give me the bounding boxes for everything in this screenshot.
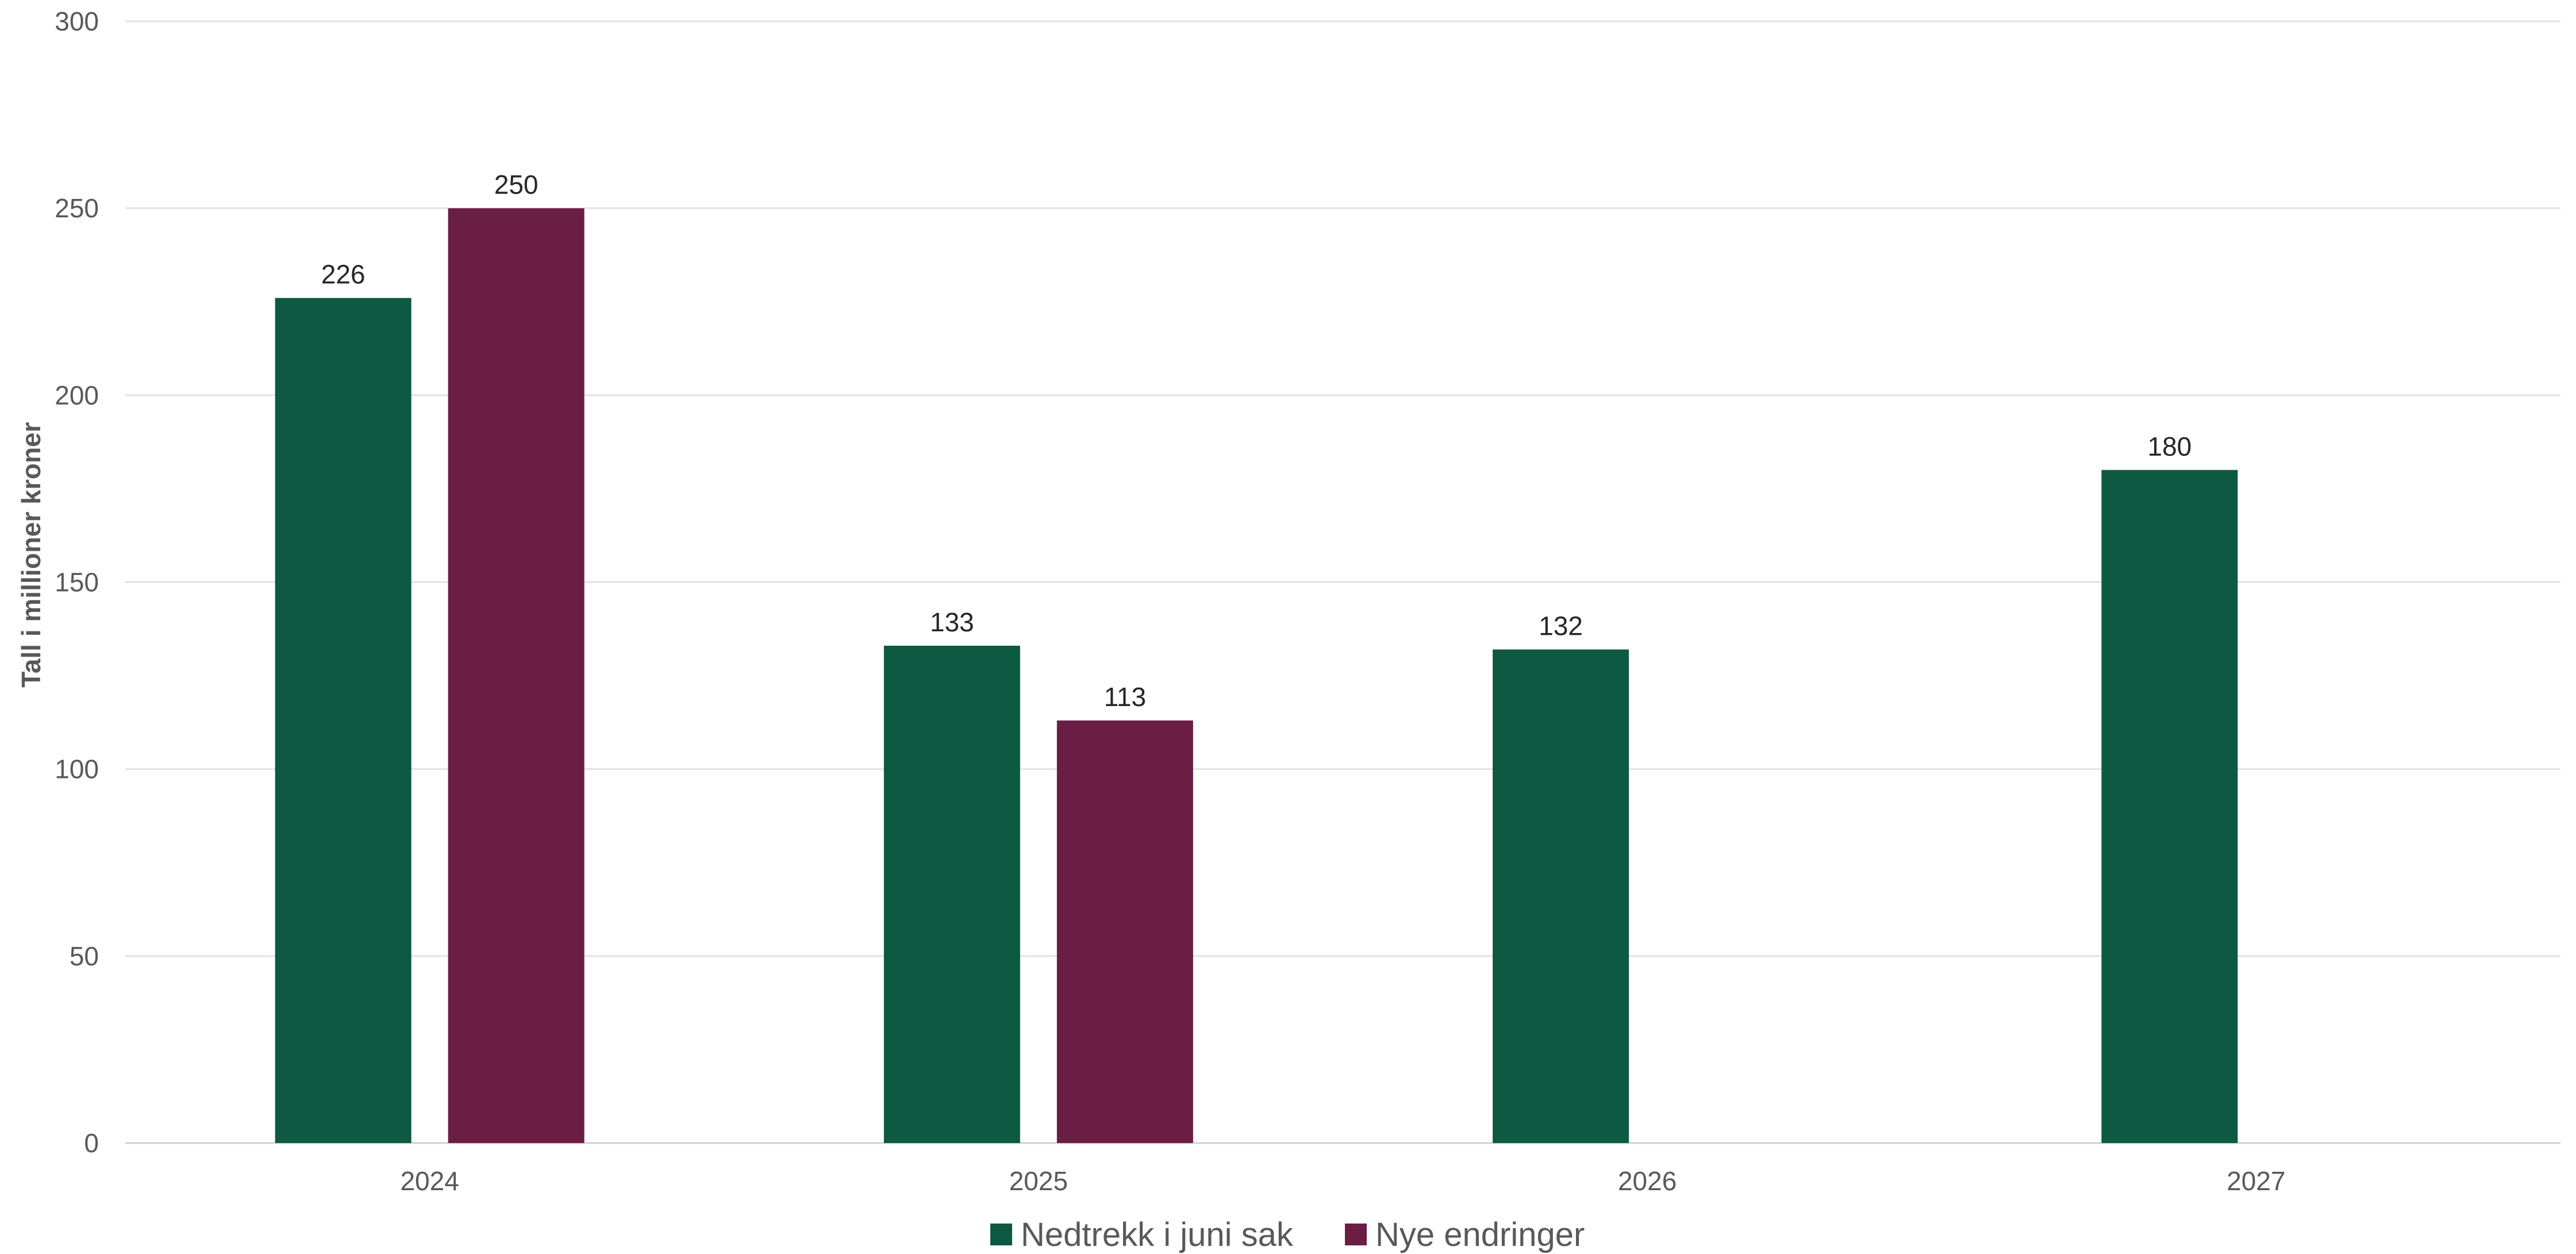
bar	[883, 646, 1020, 1143]
x-tick-label: 2027	[2227, 1166, 2285, 1196]
x-tick-label: 2024	[400, 1166, 459, 1196]
data-label: 133	[930, 607, 974, 637]
bar	[1056, 720, 1193, 1143]
y-tick-label: 50	[70, 941, 99, 971]
bar	[448, 208, 585, 1144]
legend: Nedtrekk i juni sak Nye endringer	[990, 1216, 1585, 1253]
y-axis-label: Tall i millioner kroner	[16, 422, 46, 688]
x-tick-label: 2025	[1009, 1166, 1068, 1196]
bars	[275, 208, 2238, 1144]
x-axis-ticks: 2024 2025 2026 2027	[400, 1166, 2285, 1196]
data-label: 250	[494, 170, 539, 200]
y-tick-label: 250	[55, 193, 99, 223]
y-tick-label: 200	[55, 380, 99, 410]
data-label: 113	[1104, 682, 1146, 712]
y-tick-label: 0	[84, 1128, 99, 1158]
data-label: 132	[1539, 611, 1583, 641]
bar	[2101, 470, 2238, 1143]
bar	[1493, 649, 1629, 1143]
legend-swatch	[1345, 1224, 1367, 1245]
y-tick-label: 300	[55, 6, 99, 36]
legend-swatch	[990, 1224, 1012, 1245]
data-labels: 226 250 133 113 132 180	[321, 170, 2192, 712]
data-label: 180	[2148, 431, 2192, 461]
legend-label: Nedtrekk i juni sak	[1021, 1216, 1294, 1253]
data-label: 226	[321, 259, 366, 289]
x-tick-label: 2026	[1618, 1166, 1677, 1196]
y-tick-label: 100	[55, 754, 99, 784]
legend-label: Nye endringer	[1375, 1216, 1585, 1253]
bar	[275, 298, 412, 1144]
y-tick-label: 150	[55, 567, 99, 597]
y-axis-ticks: 0 50 100 150 200 250 300	[55, 6, 99, 1158]
